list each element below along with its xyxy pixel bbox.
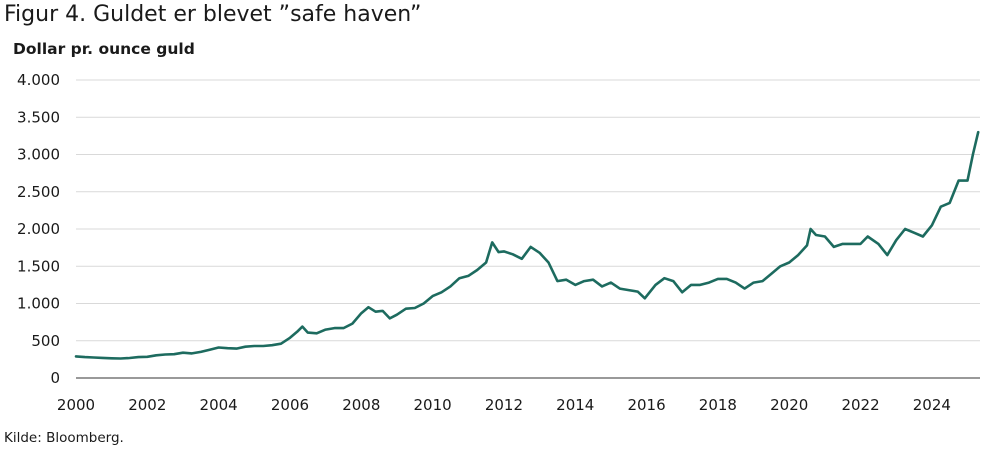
y-axis-label: Dollar pr. ounce guld <box>13 40 195 58</box>
y-tick-label: 0 <box>50 369 60 387</box>
source-note: Kilde: Bloomberg. <box>4 430 124 446</box>
gold-price-line <box>74 130 980 360</box>
y-tick-label: 2.500 <box>17 183 60 201</box>
y-tick-label: 4.000 <box>17 71 60 89</box>
x-tick-label: 2016 <box>627 396 665 414</box>
x-tick-label: 2006 <box>271 396 309 414</box>
x-tick-label: 2018 <box>699 396 737 414</box>
x-tick-label: 2004 <box>200 396 238 414</box>
x-tick-label: 2010 <box>414 396 452 414</box>
y-tick-label: 500 <box>31 332 60 350</box>
x-tick-label: 2008 <box>342 396 380 414</box>
y-tick-label: 1.000 <box>17 295 60 313</box>
x-tick-label: 2002 <box>128 396 166 414</box>
x-tick-label: 2014 <box>556 396 594 414</box>
y-tick-labels: 0 500 1.000 1.500 2.000 2.500 3.000 3.500 4.000 <box>17 71 60 387</box>
x-tick-label: 2020 <box>770 396 808 414</box>
x-tick-label: 2000 <box>57 396 95 414</box>
x-tick-label: 2022 <box>841 396 879 414</box>
y-tick-label: 3.000 <box>17 146 60 164</box>
y-tick-label: 2.000 <box>17 220 60 238</box>
x-tick-labels: 2000 2002 2004 2006 2008 2010 2012 2014 2016 2018… <box>57 396 951 414</box>
y-tick-label: 1.500 <box>17 257 60 275</box>
y-tick-label: 3.500 <box>17 108 60 126</box>
x-tick-label: 2024 <box>913 396 951 414</box>
chart-title: Figur 4. Guldet er blevet ”safe haven” <box>4 2 422 27</box>
x-tick-label: 2012 <box>485 396 523 414</box>
grid-lines <box>76 79 980 342</box>
